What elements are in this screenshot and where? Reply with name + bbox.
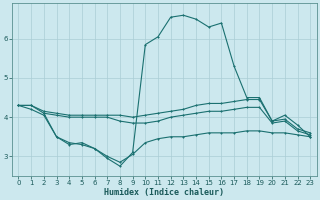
X-axis label: Humidex (Indice chaleur): Humidex (Indice chaleur) [104,188,224,197]
